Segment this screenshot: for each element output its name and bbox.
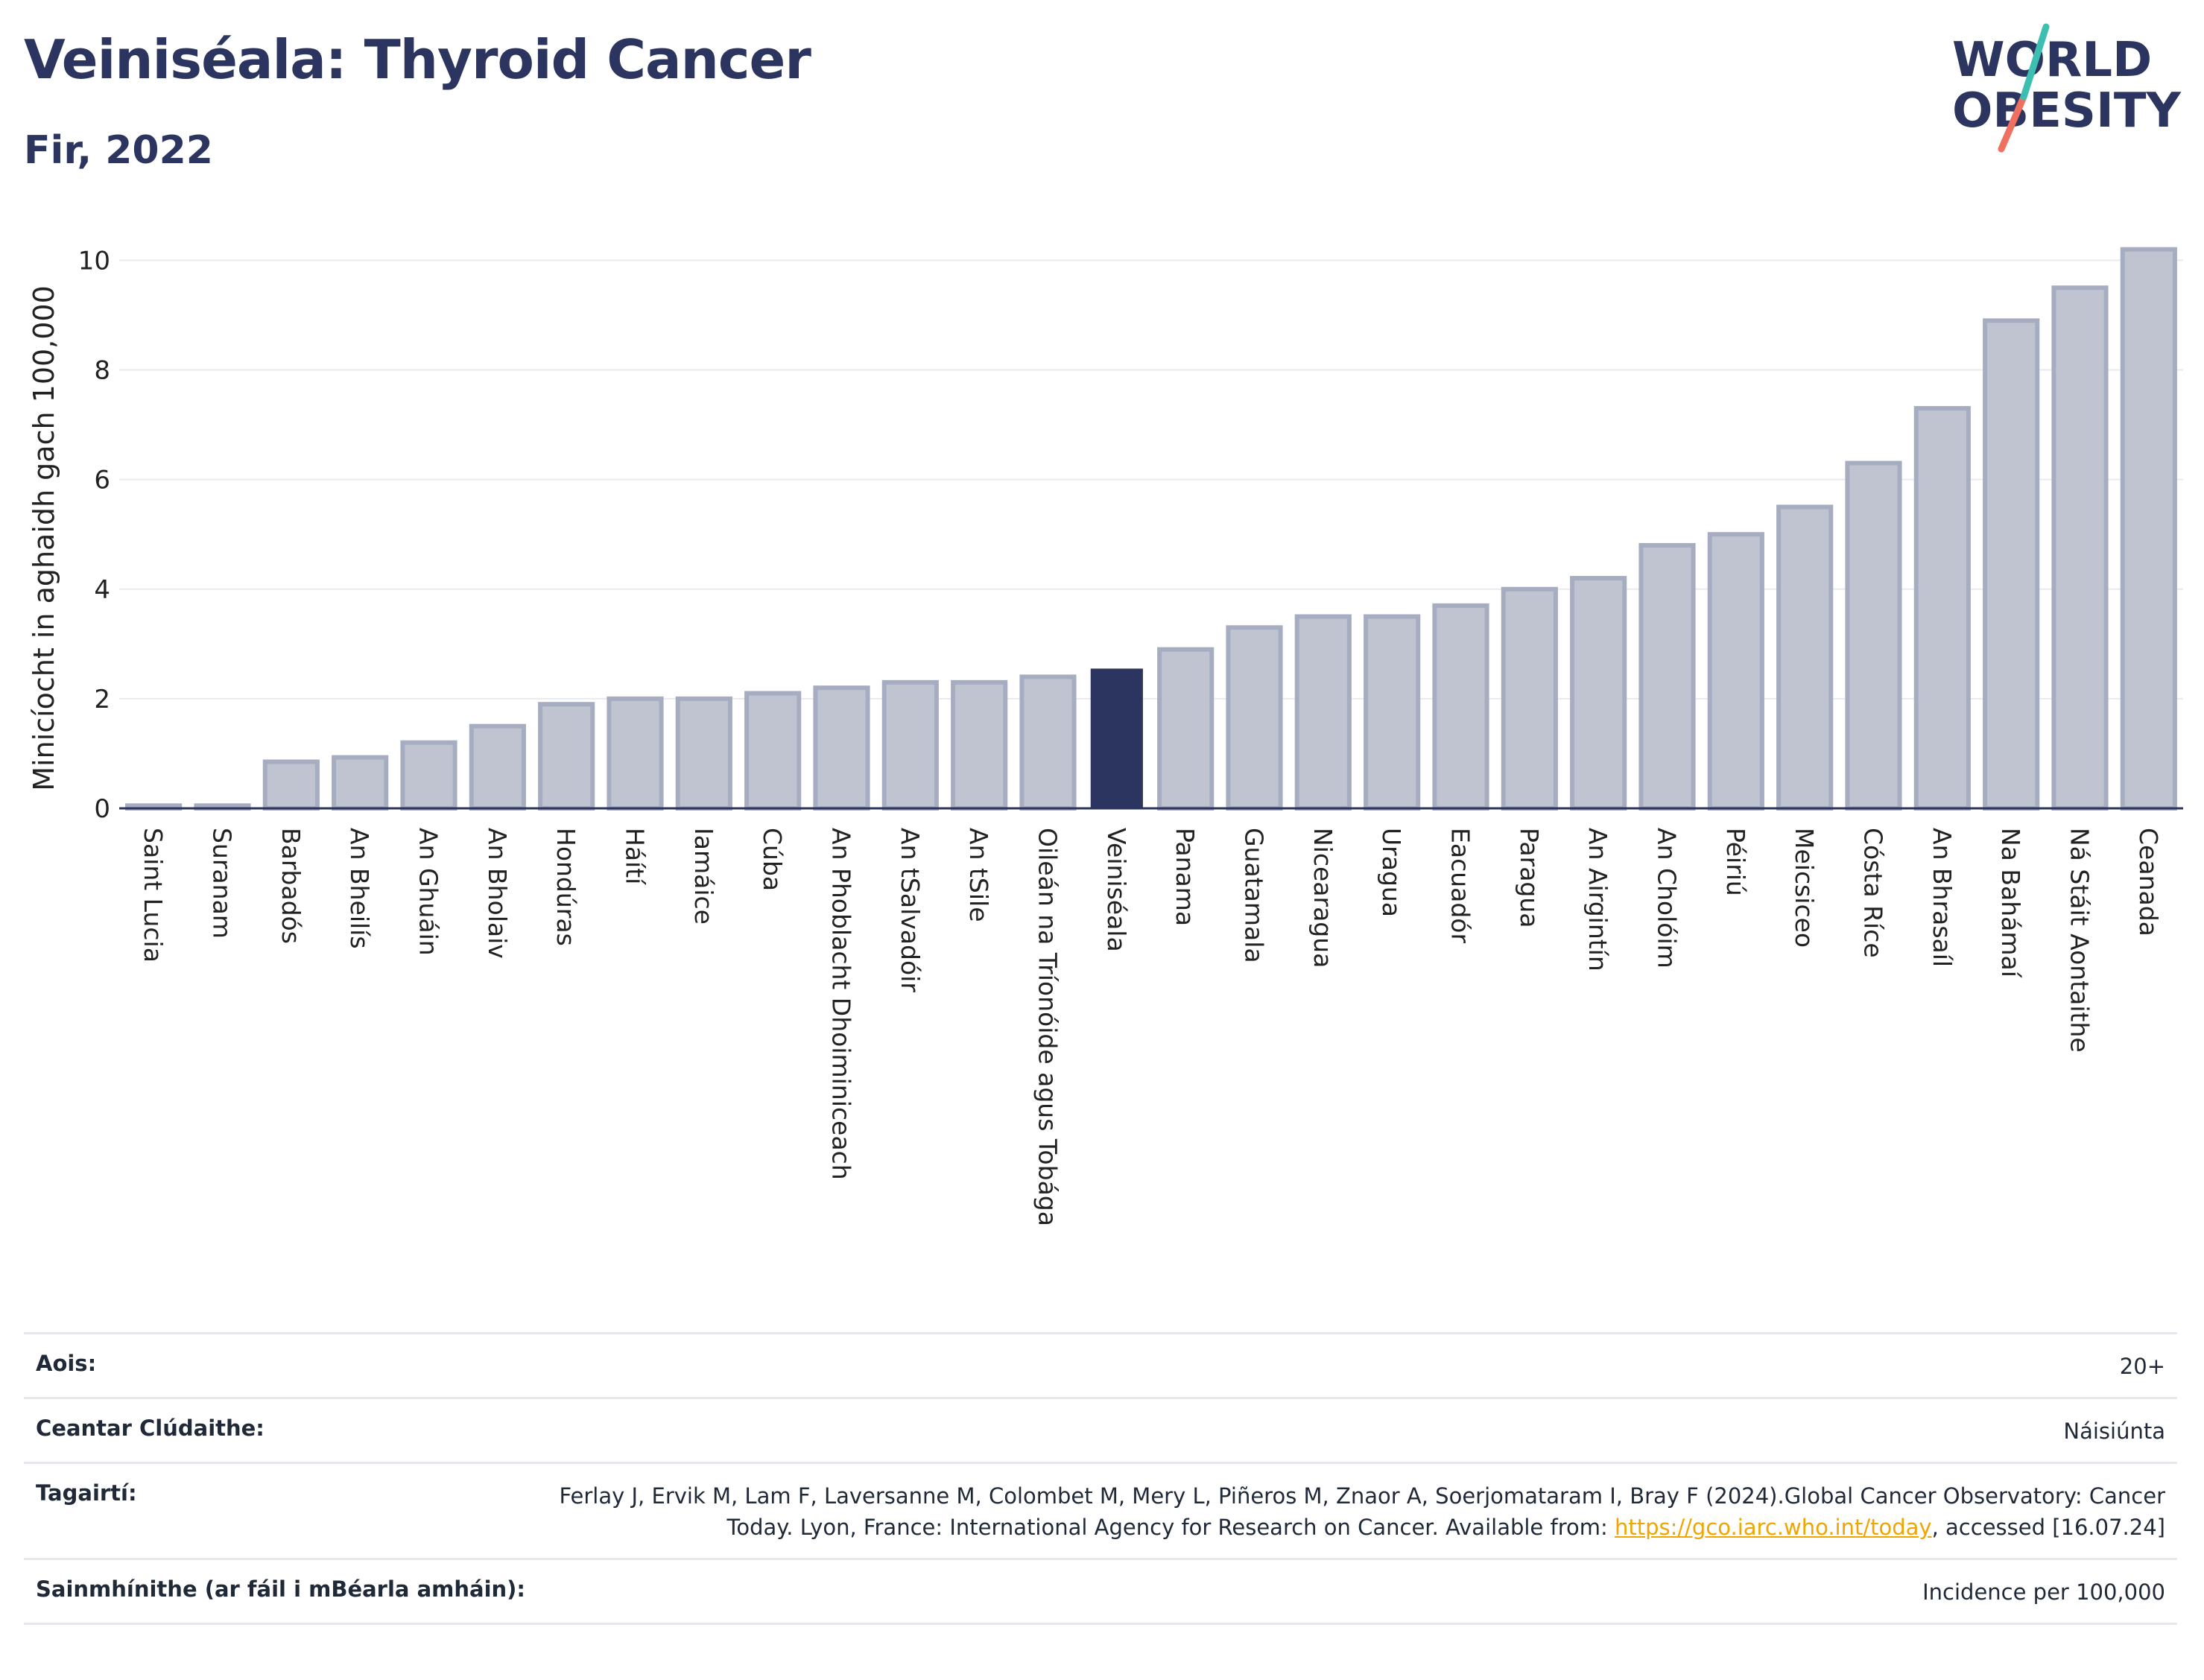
- info-table: Aois: 20+ Ceantar Clúdaithe: Náisiúnta T…: [24, 1332, 2177, 1626]
- bar: [469, 723, 526, 811]
- bar: [1570, 576, 1627, 811]
- bar: [1364, 614, 1421, 811]
- bar: [951, 679, 1008, 811]
- bar: [538, 702, 595, 811]
- bar: [2120, 247, 2177, 811]
- info-row-age: Aois: 20+: [24, 1332, 2177, 1397]
- logo-line1: WORLD: [1952, 33, 2152, 88]
- definitions-value: Incidence per 100,000: [1922, 1579, 2165, 1605]
- x-tick-label: An tSile: [964, 828, 993, 922]
- bar-chart: 0 2 4 6 8 10 Saint Lucia Suranam Barbadós An Bhe…: [28, 246, 2183, 1226]
- bar: [2051, 285, 2109, 811]
- y-tick-label: 6: [94, 466, 110, 495]
- age-value: 20+: [2119, 1354, 2165, 1379]
- x-tick-label: An Cholóim: [1653, 828, 1682, 969]
- coverage-label: Ceantar Clúdaithe:: [36, 1416, 265, 1442]
- x-tick-label: An Bhrasaíl: [1928, 828, 1957, 967]
- y-tick-label: 0: [94, 794, 110, 824]
- coverage-value: Náisiúnta: [2063, 1419, 2165, 1445]
- logo-slash-coral: [1998, 93, 2027, 153]
- bar: [1294, 614, 1352, 811]
- x-tick-label: An Ghuáin: [414, 828, 443, 956]
- y-tick-labels: 0 2 4 6 8 10: [78, 246, 110, 824]
- world-obesity-logo: WORLD OBESITY: [1952, 23, 2181, 153]
- bar: [675, 696, 732, 811]
- references-text: Ferlay J, Ervik M, Lam F, Laversanne M, …: [559, 1483, 2165, 1541]
- logo-slash-teal: [2020, 23, 2050, 101]
- y-axis-label: Minicíocht in aghaidh gach 100,000: [28, 285, 60, 791]
- y-tick-label: 10: [78, 246, 110, 276]
- x-tick-label: Hondúras: [551, 828, 580, 946]
- x-tick-label: Cósta Ríce: [1859, 828, 1888, 958]
- x-tick-label: Ceanada: [2134, 828, 2163, 936]
- logo-line2: OBESITY: [1952, 83, 2181, 139]
- x-tick-label: Eacuadór: [1446, 828, 1475, 943]
- age-label: Aois:: [36, 1351, 97, 1376]
- bar: [1432, 603, 1489, 811]
- info-row-coverage: Ceantar Clúdaithe: Náisiúnta: [24, 1397, 2177, 1462]
- chart-subtitle: Fir, 2022: [24, 128, 213, 173]
- bar: [1983, 318, 2040, 811]
- y-tick-label: 8: [94, 356, 110, 386]
- bar: [400, 740, 457, 811]
- bar: [813, 685, 870, 811]
- bar: [262, 759, 320, 811]
- bar: [1501, 586, 1558, 811]
- references-link[interactable]: https://gco.iarc.who.int/today: [1614, 1515, 1932, 1541]
- x-tick-label: Veiniséala: [1102, 828, 1131, 952]
- x-tick-label: Iamáice: [689, 828, 718, 925]
- x-tick-label: An tSalvadóir: [896, 828, 925, 992]
- x-tick-label: Uragua: [1377, 828, 1406, 917]
- references-label: Tagairtí:: [36, 1480, 137, 1506]
- bar: [332, 755, 389, 811]
- bar: [744, 691, 802, 811]
- info-row-definitions: Sainmhínithe (ar fáil i mBéarla amháin):…: [24, 1558, 2177, 1626]
- bar: [1913, 406, 1971, 811]
- bar: [881, 679, 939, 811]
- x-tick-label: Na Bahámaí: [1996, 828, 2025, 979]
- x-tick-label: Suranam: [208, 828, 237, 939]
- bar: [1845, 460, 1902, 811]
- x-tick-label: An Bholaiv: [483, 828, 512, 959]
- x-tick-label: Cúba: [758, 828, 787, 891]
- x-tick-label: An Airgintín: [1583, 828, 1612, 971]
- x-tick-label: Meicsiceo: [1790, 828, 1819, 948]
- x-tick-label: Péiriú: [1721, 828, 1750, 896]
- bar: [1090, 668, 1143, 808]
- x-tick-label: Háítí: [621, 828, 650, 886]
- bar: [1019, 674, 1077, 811]
- references-value: Ferlay J, Ervik M, Lam F, Laversanne M, …: [526, 1480, 2165, 1543]
- x-tick-label: Guatamala: [1240, 828, 1269, 963]
- bar: [1638, 542, 1696, 811]
- bar: [1776, 504, 1834, 811]
- bar: [607, 696, 664, 811]
- x-tick-labels: Saint Lucia Suranam Barbadós An Bheilís An G…: [139, 828, 2163, 1226]
- x-tick-label: Saint Lucia: [139, 828, 168, 963]
- x-tick-label: Nicearagua: [1308, 828, 1337, 968]
- info-row-references: Tagairtí: Ferlay J, Ervik M, Lam F, Lave…: [24, 1462, 2177, 1558]
- x-tick-label: An Phoblacht Dhoiminiceach: [827, 828, 856, 1180]
- definitions-label: Sainmhínithe (ar fáil i mBéarla amháin):: [36, 1576, 526, 1603]
- y-tick-label: 2: [94, 685, 110, 714]
- x-tick-label: Panama: [1171, 828, 1200, 926]
- x-tick-label: Paragua: [1515, 828, 1544, 928]
- x-tick-label: Oileán na Tríonóide agus Tobága: [1033, 828, 1063, 1226]
- x-tick-label: An Bheilís: [345, 828, 374, 949]
- bar: [1707, 532, 1764, 811]
- bar: [1157, 647, 1215, 811]
- y-tick-label: 4: [94, 575, 110, 605]
- bars: [125, 247, 2177, 811]
- x-tick-label: Ná Stáit Aontaithe: [2065, 828, 2094, 1053]
- gridlines: [119, 259, 2183, 700]
- bar: [1226, 625, 1283, 811]
- x-tick-label: Barbadós: [276, 828, 305, 944]
- references-text-end: , accessed [16.07.24]: [1931, 1515, 2165, 1541]
- chart-title: Veiniséala: Thyroid Cancer: [24, 28, 811, 91]
